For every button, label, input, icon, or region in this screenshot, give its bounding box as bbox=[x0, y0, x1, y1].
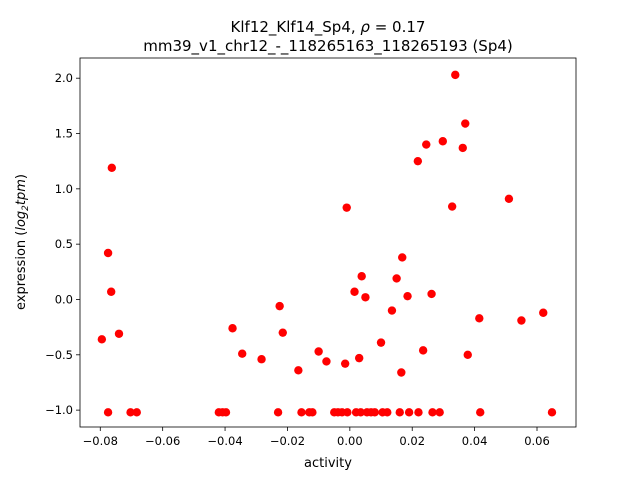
data-point-48 bbox=[413, 156, 423, 166]
data-point-3 bbox=[106, 287, 116, 296]
y-tick-label-4: 1.0 bbox=[55, 182, 73, 196]
data-point-18 bbox=[297, 408, 306, 417]
data-point-59 bbox=[461, 119, 470, 128]
data-point-16 bbox=[278, 328, 287, 337]
y-tick-label-1: −0.5 bbox=[45, 348, 73, 362]
data-point-52 bbox=[427, 289, 436, 299]
title-rho-symbol: ρ bbox=[360, 18, 370, 36]
chart-title-line2: mm39_v1_chr12_-_118265163_118265193 (Sp4… bbox=[143, 37, 513, 56]
data-point-6 bbox=[126, 408, 135, 417]
x-tick-label-2: −0.04 bbox=[207, 434, 242, 448]
data-point-28 bbox=[343, 408, 352, 417]
data-points bbox=[97, 70, 557, 417]
chart-title-line1: Klf12_Klf14_Sp4, ρ = 0.17 bbox=[231, 18, 426, 37]
y-tick-label-3: 0.5 bbox=[55, 237, 73, 251]
data-point-29 bbox=[350, 287, 359, 296]
x-tick-label-6: 0.04 bbox=[462, 434, 488, 448]
x-axis-label: activity bbox=[304, 456, 352, 471]
data-point-13 bbox=[257, 355, 266, 364]
data-point-5 bbox=[103, 408, 113, 417]
data-point-10 bbox=[221, 408, 231, 417]
title-rho-value: = 0.17 bbox=[370, 18, 426, 36]
data-point-11 bbox=[228, 324, 237, 333]
data-point-65 bbox=[539, 308, 548, 317]
x-tick-label-4: 0.00 bbox=[337, 434, 363, 448]
data-point-37 bbox=[370, 408, 379, 417]
y-label-log: log bbox=[14, 211, 29, 231]
data-point-41 bbox=[387, 306, 397, 315]
data-point-14 bbox=[273, 408, 283, 417]
data-point-20 bbox=[308, 408, 317, 417]
data-point-44 bbox=[397, 368, 406, 377]
plot-background bbox=[80, 58, 576, 427]
data-point-49 bbox=[414, 408, 423, 417]
y-label-suffix: ) bbox=[14, 174, 29, 179]
y-label-subscript: 2 bbox=[21, 205, 31, 211]
data-point-26 bbox=[340, 359, 350, 368]
data-point-2 bbox=[107, 163, 117, 173]
data-point-60 bbox=[463, 350, 472, 359]
x-tick-label-1: −0.06 bbox=[145, 434, 180, 448]
data-point-51 bbox=[422, 140, 431, 149]
x-tick-label-3: −0.02 bbox=[270, 434, 305, 448]
data-point-21 bbox=[314, 347, 323, 356]
plot-area bbox=[79, 57, 577, 428]
data-point-57 bbox=[451, 70, 460, 80]
data-point-61 bbox=[475, 314, 484, 323]
data-point-4 bbox=[114, 329, 124, 338]
data-point-64 bbox=[517, 316, 526, 325]
y-label-prefix: expression ( bbox=[14, 231, 29, 310]
x-tick-label-7: 0.06 bbox=[524, 434, 550, 448]
data-point-53 bbox=[428, 408, 437, 417]
data-point-22 bbox=[322, 357, 331, 366]
data-point-1 bbox=[103, 248, 113, 258]
y-tick-label-5: 1.5 bbox=[55, 127, 73, 141]
data-point-0 bbox=[97, 335, 107, 344]
x-tick-label-0: −0.08 bbox=[83, 434, 118, 448]
x-axis-ticks: −0.08 −0.06 −0.04 −0.02 0.00 0.02 0.04 0.06 bbox=[83, 427, 550, 448]
data-point-34 bbox=[361, 293, 370, 302]
y-tick-label-2: 0.0 bbox=[55, 292, 73, 306]
data-point-46 bbox=[403, 291, 412, 301]
plot-frame bbox=[79, 57, 577, 428]
data-point-62 bbox=[476, 408, 485, 417]
y-tick-label-6: 2.0 bbox=[55, 71, 73, 85]
data-point-7 bbox=[132, 408, 141, 417]
data-point-33 bbox=[357, 272, 366, 281]
data-point-66 bbox=[547, 408, 557, 417]
data-point-17 bbox=[294, 366, 303, 375]
y-label-tpm: tpm bbox=[14, 179, 29, 205]
y-tick-label-0: −1.0 bbox=[45, 403, 73, 417]
data-point-32 bbox=[356, 408, 365, 417]
y-axis-label: expression (log2tpm) bbox=[14, 174, 31, 310]
data-point-47 bbox=[404, 408, 414, 417]
data-point-45 bbox=[398, 253, 407, 262]
data-point-55 bbox=[438, 137, 447, 146]
data-point-54 bbox=[435, 408, 444, 417]
data-point-50 bbox=[418, 346, 428, 355]
data-point-58 bbox=[458, 143, 467, 153]
y-axis-ticks: −1.0 −0.5 0.0 0.5 1.0 1.5 2.0 bbox=[45, 71, 80, 417]
data-point-40 bbox=[383, 408, 392, 417]
data-point-56 bbox=[447, 202, 457, 211]
x-tick-label-5: 0.02 bbox=[399, 434, 425, 448]
data-point-63 bbox=[504, 194, 514, 203]
title-prefix: Klf12_Klf14_Sp4, bbox=[231, 18, 361, 37]
data-point-38 bbox=[376, 338, 386, 347]
data-point-12 bbox=[238, 349, 247, 358]
data-point-15 bbox=[275, 301, 284, 311]
data-point-42 bbox=[392, 274, 401, 283]
data-point-31 bbox=[354, 353, 364, 363]
data-point-43 bbox=[395, 408, 404, 417]
data-point-27 bbox=[342, 203, 351, 212]
